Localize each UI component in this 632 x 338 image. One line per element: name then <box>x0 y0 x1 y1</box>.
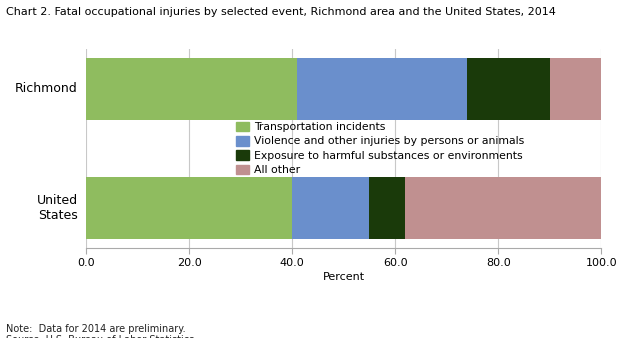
X-axis label: Percent: Percent <box>322 272 365 283</box>
Text: Chart 2. Fatal occupational injuries by selected event, Richmond area and the Un: Chart 2. Fatal occupational injuries by … <box>6 7 556 17</box>
Bar <box>369 177 406 239</box>
Bar <box>292 177 369 239</box>
Bar <box>86 58 297 120</box>
Legend: Transportation incidents, Violence and other injuries by persons or animals, Exp: Transportation incidents, Violence and o… <box>236 122 525 175</box>
Bar <box>550 58 601 120</box>
Text: Source: U.S. Bureau of Labor Statistics.: Source: U.S. Bureau of Labor Statistics. <box>6 335 198 338</box>
Text: Note:  Data for 2014 are preliminary.: Note: Data for 2014 are preliminary. <box>6 324 186 335</box>
Bar <box>406 177 601 239</box>
Bar <box>297 58 467 120</box>
Bar <box>86 177 292 239</box>
Bar <box>467 58 550 120</box>
